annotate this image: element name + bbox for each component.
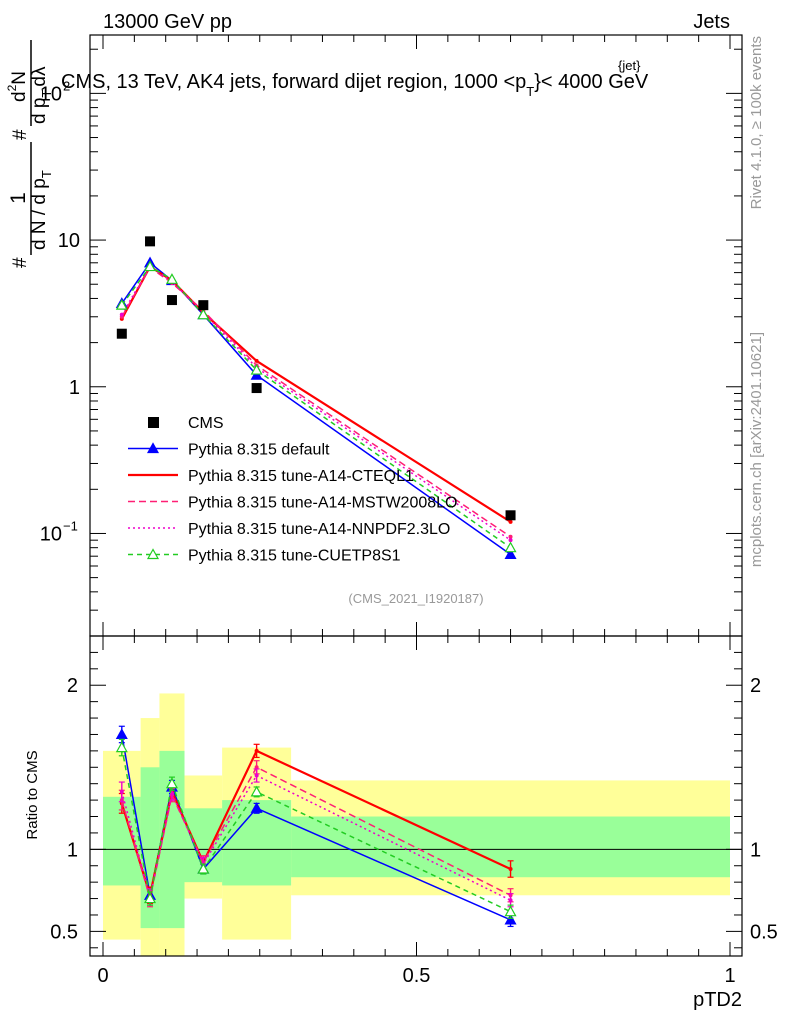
main-series-marker [119, 312, 124, 317]
ratio-series-marker [504, 905, 517, 917]
ratio-series-line [121, 774, 511, 901]
plot-title: CMS, 13 TeV, AK4 jets, forward dijet reg… [61, 71, 649, 99]
cms-data-point [116, 328, 127, 339]
legend-label: CMS [188, 415, 224, 432]
y-label-second-numerator: d2N [5, 71, 30, 102]
ratio-series [115, 725, 517, 928]
ratio-series-line [121, 747, 511, 913]
y-ratio-tick-label-left: 1 [67, 839, 78, 861]
x-tick-label: 0.5 [403, 965, 431, 987]
plot-title-superscript: {jet} [618, 58, 641, 73]
y-label-numerator: 1 [7, 192, 30, 204]
ratio-series-marker [254, 773, 259, 778]
main-plot-frame [89, 34, 743, 637]
legend-label: Pythia 8.315 tune-A14-NNPDF2.3LO [188, 521, 450, 538]
y-main-tick-label: 1 [69, 377, 80, 399]
main-series-marker [254, 358, 259, 363]
y-main-tick-label: 10 [40, 83, 62, 105]
cms-data-point [166, 295, 177, 306]
legend-marker [146, 548, 160, 560]
ratio-series-marker [254, 765, 259, 770]
y-ratio-tick-label-left: 0.5 [50, 921, 78, 943]
y-ratio-tick-label-right: 2 [750, 675, 761, 697]
legend-marker-cms [148, 417, 159, 428]
cms-data-point [505, 510, 516, 521]
header-left: 13000 GeV pp [103, 11, 232, 33]
legend-marker [146, 442, 160, 454]
ratio-series-marker [115, 728, 128, 740]
ratio-band-inner [140, 767, 160, 929]
legend-label: Pythia 8.315 tune-A14-MSTW2008LO [188, 495, 457, 512]
y-axis-label: # 1 d N / d pT # d2N d pTdλ [5, 40, 54, 268]
y-label-hash-1: # [10, 257, 31, 268]
main-series-line [121, 265, 511, 541]
ratio-series-marker [250, 802, 263, 813]
main-series-marker [144, 260, 157, 272]
main-series-marker [197, 308, 210, 320]
ratio-series-marker [144, 892, 157, 904]
y-label-hash-2: # [10, 129, 31, 140]
y-ratio-tick-label-right: 1 [750, 839, 761, 861]
ratio-series-marker [508, 898, 513, 903]
y-main-tick-label: 10 [58, 230, 80, 252]
main-data-points [116, 236, 516, 521]
ratio-series-marker [504, 913, 517, 925]
legend: CMS Pythia 8.315 default Pythia 8.315 tune… [128, 415, 457, 565]
main-series-marker [504, 548, 517, 559]
main-series-marker [508, 538, 513, 543]
main-series-marker [165, 273, 178, 284]
main-series-marker [250, 363, 263, 375]
x-tick-label: 0 [97, 965, 108, 987]
ratio-series-marker [250, 785, 263, 797]
y-main-tick-exponent: −1 [63, 518, 78, 533]
main-series-marker [508, 534, 513, 539]
main-series-marker [115, 298, 128, 310]
mcplots-label: mcplots.cern.ch [arXiv:2401.10621] [748, 332, 765, 567]
y-label-second-denominator: d pTdλ [29, 66, 54, 124]
main-series [115, 256, 517, 559]
main-series-marker [508, 519, 513, 524]
y-main-tick-label: 10 [40, 523, 62, 545]
x-tick-label: 1 [724, 965, 735, 987]
rivet-version-label: Rivet 4.1.0, ≥ 100k events [748, 36, 765, 209]
y-label-denominator: d N / d pT [29, 170, 54, 250]
main-series-marker [504, 541, 517, 553]
legend-label: Pythia 8.315 default [188, 442, 330, 459]
ratio-y-axis-label: Ratio to CMS [24, 750, 41, 839]
ratio-series-marker [115, 741, 128, 753]
analysis-id: (CMS_2021_I1920187) [348, 591, 483, 606]
ratio-band-inner [222, 800, 292, 886]
cms-data-point [251, 383, 262, 394]
ratio-series-marker [254, 748, 259, 753]
cms-data-point [145, 236, 156, 247]
ratio-series-marker [197, 862, 210, 874]
ratio-series-marker [119, 789, 124, 794]
ratio-series-marker [508, 867, 513, 872]
legend-label: Pythia 8.315 tune-CUETP8S1 [188, 548, 401, 565]
header-right: Jets [693, 11, 730, 33]
cms-data-point [198, 300, 209, 311]
x-axis-label: pTD2 [693, 989, 742, 1011]
y-ratio-tick-label-left: 2 [67, 675, 78, 697]
y-ratio-tick-label-right: 0.5 [750, 921, 778, 943]
legend-label: Pythia 8.315 tune-A14-CTEQL1 [188, 468, 414, 485]
ratio-series-line [121, 766, 511, 899]
y-main-tick-exponent: 2 [63, 78, 70, 93]
main-series-line [121, 265, 511, 549]
ratio-series-marker [165, 777, 178, 789]
